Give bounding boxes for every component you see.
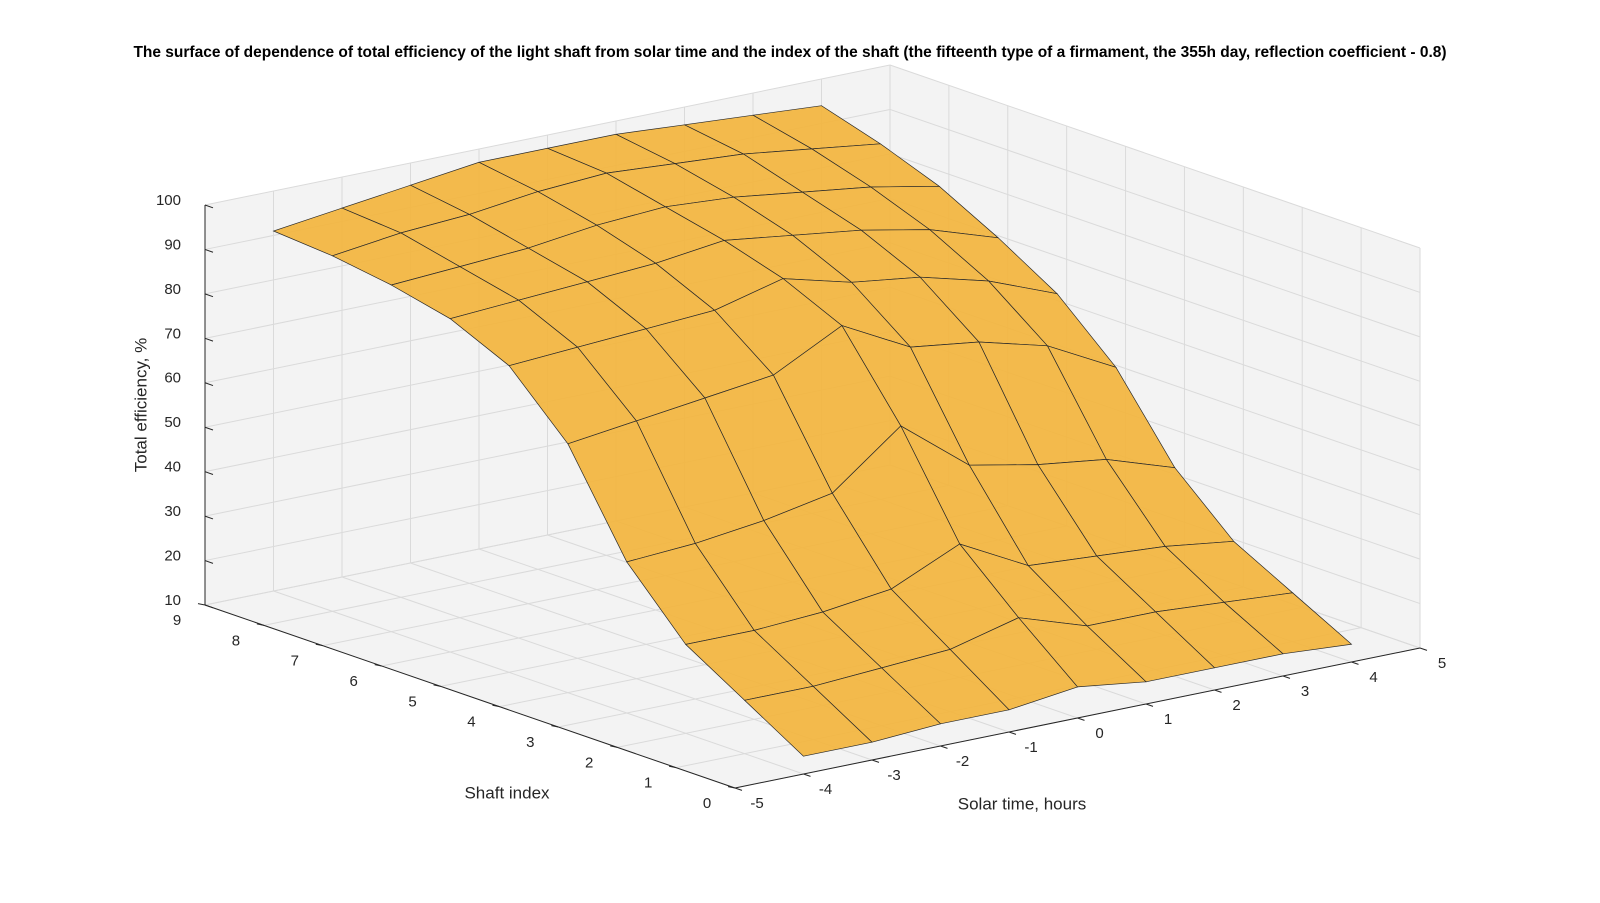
x-tick: [871, 759, 880, 763]
x-tick: [1008, 731, 1017, 735]
y-tick-label: 4: [467, 714, 475, 731]
x-tick: [1351, 661, 1359, 665]
x-tick-label: 3: [1301, 683, 1309, 700]
y-tick: [256, 623, 264, 626]
grid-line: [273, 590, 804, 775]
z-tick-label: 30: [164, 503, 181, 520]
grid-line: [204, 64, 891, 206]
y-axis-line: [204, 604, 736, 789]
z-tick-label: 20: [164, 548, 181, 565]
surface-cell: [743, 685, 873, 757]
z-tick: [204, 426, 214, 431]
y-axis-label: Shaft index: [464, 783, 550, 802]
y-tick-label: 7: [291, 653, 299, 670]
x-tick-label: 1: [1164, 711, 1172, 728]
y-tick: [727, 786, 736, 789]
y-tick: [492, 704, 500, 708]
x-tick-label: -5: [750, 795, 763, 812]
z-tick-label: 70: [164, 325, 181, 342]
y-tick-label: 3: [526, 734, 534, 751]
x-tick-label: 5: [1438, 655, 1446, 672]
x-tick: [1419, 647, 1428, 651]
x-tick-label: -3: [887, 767, 900, 784]
z-tick: [204, 471, 214, 475]
z-tick-label: 60: [164, 370, 181, 387]
x-tick-label: 2: [1232, 697, 1240, 714]
z-tick: [204, 293, 214, 298]
z-tick: [204, 560, 214, 564]
y-tick-label: 1: [644, 775, 652, 792]
y-tick-label: 8: [232, 632, 240, 649]
grid-line: [889, 64, 1421, 249]
z-tick-label: 50: [164, 414, 181, 431]
z-tick: [204, 248, 214, 253]
y-tick: [551, 725, 559, 728]
y-tick-label: 9: [173, 612, 181, 629]
y-tick: [197, 603, 206, 606]
z-tick: [204, 515, 214, 520]
chart-title: The surface of dependence of total effic…: [133, 44, 1446, 61]
x-tick-label: -4: [819, 781, 832, 798]
x-tick: [734, 787, 743, 791]
x-tick: [1077, 717, 1085, 721]
x-tick: [803, 773, 811, 777]
x-tick-label: -2: [956, 753, 969, 770]
y-tick: [315, 643, 323, 647]
x-tick-label: 4: [1369, 669, 1377, 686]
y-tick-label: 0: [703, 795, 711, 812]
z-tick: [204, 204, 214, 209]
z-axis-label: Total efficiency, %: [131, 338, 150, 473]
y-tick: [669, 765, 677, 769]
y-tick-label: 5: [408, 693, 416, 710]
z-tick-label: 90: [164, 236, 181, 253]
z-tick-label: 100: [156, 192, 181, 209]
x-axis-label: Solar time, hours: [958, 794, 1087, 813]
z-tick-label: 80: [164, 281, 181, 298]
y-tick: [374, 664, 382, 667]
y-tick-label: 6: [349, 673, 357, 690]
y-tick: [610, 745, 618, 748]
grid-line: [889, 153, 1421, 338]
y-tick-label: 2: [585, 754, 593, 771]
x-tick: [940, 745, 948, 749]
x-tick: [1282, 675, 1291, 679]
x-tick-label: -1: [1024, 739, 1037, 756]
x-tick: [1214, 689, 1222, 693]
z-tick-label: 10: [164, 592, 181, 609]
z-tick: [204, 604, 214, 609]
x-tick-label: 0: [1095, 725, 1103, 742]
y-tick: [433, 684, 441, 687]
x-tick: [1145, 703, 1154, 707]
z-tick: [204, 382, 214, 387]
grid-line: [889, 108, 1421, 293]
z-tick: [204, 337, 214, 342]
z-tick-label: 40: [164, 459, 181, 476]
